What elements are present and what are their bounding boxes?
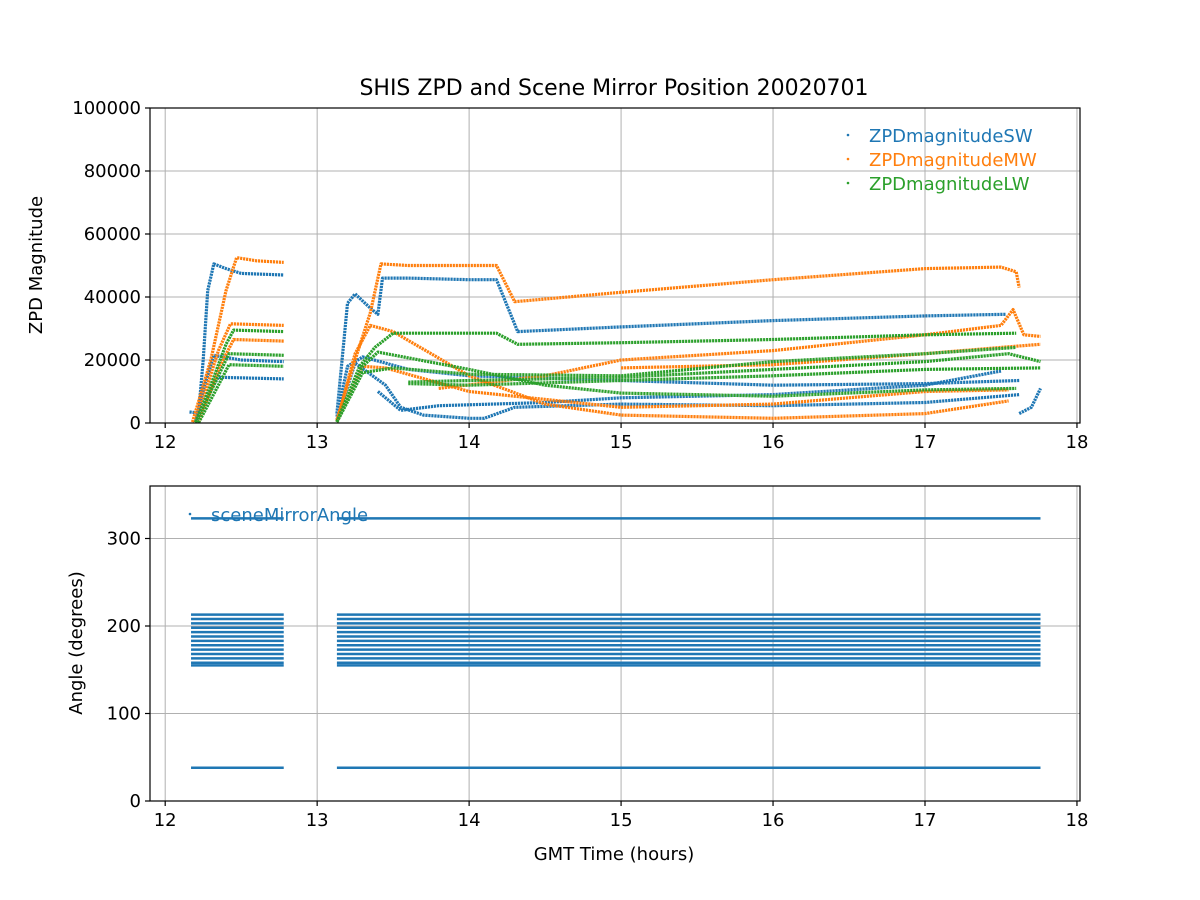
bottom-axes-frame: [149, 485, 1081, 802]
top-x-tick-label: 17: [914, 432, 937, 453]
zpdmagnitudesw-points: [335, 361, 1020, 421]
zpdmagnitudelw-points: [408, 366, 1041, 387]
legend-label: ZPDmagnitudeMW: [869, 150, 1037, 171]
bottom-y-tick-label: 200: [107, 616, 141, 637]
zpdmagnitudemw-points: [194, 322, 284, 423]
bottom-x-tick-label: 13: [306, 810, 329, 831]
zpdmagnitudesw-points: [1018, 387, 1042, 416]
top-y-tick-label: 80000: [84, 161, 141, 182]
bottom-x-tick-label: 12: [154, 810, 177, 831]
zpdmagnitudesw-points: [194, 353, 284, 422]
bottom-x-tick-label: 16: [762, 810, 785, 831]
top-y-tick-label: 20000: [84, 350, 141, 371]
zpdmagnitudelw-points: [335, 331, 1017, 423]
zpdmagnitudelw-points: [194, 352, 284, 423]
top-y-tick-label: 40000: [84, 287, 141, 308]
bottom-y-tick-label: 0: [130, 791, 141, 812]
top-x-tick-label: 12: [154, 432, 177, 453]
zpdmagnitudesw-points: [335, 276, 1006, 414]
bottom-x-axis-label: GMT Time (hours): [534, 844, 695, 865]
top-axes-frame: [149, 107, 1081, 424]
legend-marker: [846, 133, 850, 137]
legend-marker: [846, 181, 850, 185]
zpdmagnitudemw-points: [335, 323, 1009, 422]
zpdmagnitudelw-points: [408, 352, 1041, 384]
legend-label: ZPDmagnitudeLW: [869, 174, 1030, 195]
top-x-tick-label: 14: [458, 432, 481, 453]
bottom-data: [191, 517, 1041, 770]
zpdmagnitudemw-points: [190, 256, 284, 423]
top-x-tick-label: 16: [762, 432, 785, 453]
zpd-magnitude-panel: 12 13 14 15 16 17 18 0 20000 40000 60000 80000 10000…: [72, 98, 1088, 453]
top-x-tick-label: 13: [306, 432, 329, 453]
bottom-x-tick-label: 15: [610, 810, 633, 831]
zpdmagnitudelw-points: [197, 363, 284, 423]
bottom-x-tick-label: 17: [914, 810, 937, 831]
bottom-y-tick-label: 100: [107, 704, 141, 725]
top-data: [189, 256, 1042, 423]
top-y-tick-label: 60000: [84, 224, 141, 245]
bottom-y-axis-label: Angle (degrees): [66, 571, 87, 714]
scene-mirror-angle-panel: 12 13 14 15 16 17 18 0 100 200 300 sceneMirrorAngle: [107, 485, 1089, 831]
top-x-tick-label: 18: [1066, 432, 1089, 453]
top-y-tick-label: 0: [130, 413, 141, 434]
zpdmagnitudemw-points: [335, 364, 1009, 423]
zpdmagnitudesw-points: [189, 262, 284, 415]
top-x-tick-label: 15: [610, 432, 633, 453]
bottom-x-tick-label: 14: [458, 810, 481, 831]
zpdmagnitudesw-points: [376, 369, 1002, 412]
bottom-x-tick-label: 18: [1066, 810, 1089, 831]
legend-marker: [188, 512, 192, 516]
zpdmagnitudelw-points: [335, 345, 1017, 423]
chart-title: SHIS ZPD and Scene Mirror Position 20020…: [359, 76, 868, 101]
zpdmagnitudemw-points: [335, 262, 1021, 421]
bottom-y-tick-label: 300: [107, 529, 141, 550]
top-y-axis-label: ZPD Magnitude: [26, 196, 47, 334]
legend-label: sceneMirrorAngle: [211, 505, 368, 526]
legend-label: ZPDmagnitudeSW: [869, 126, 1033, 147]
zpdmagnitudemw-points: [438, 308, 1041, 390]
legend-marker: [846, 157, 850, 161]
zpdmagnitudelw-points: [335, 350, 1017, 423]
top-y-tick-label: 100000: [72, 98, 141, 119]
